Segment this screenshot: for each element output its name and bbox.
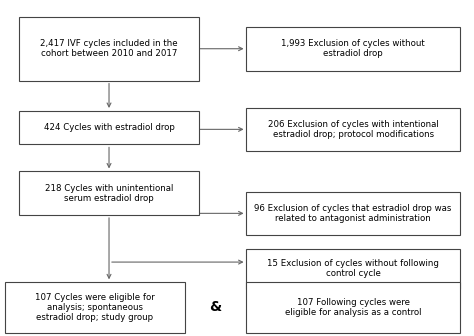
FancyBboxPatch shape: [246, 249, 460, 289]
Text: 96 Exclusion of cycles that estradiol drop was
related to antagonist administrat: 96 Exclusion of cycles that estradiol dr…: [255, 204, 452, 223]
FancyBboxPatch shape: [19, 17, 199, 81]
Text: 2,417 IVF cycles included in the
cohort between 2010 and 2017: 2,417 IVF cycles included in the cohort …: [40, 39, 178, 58]
FancyBboxPatch shape: [19, 111, 199, 144]
FancyBboxPatch shape: [246, 27, 460, 71]
Text: 1,993 Exclusion of cycles without
estradiol drop: 1,993 Exclusion of cycles without estrad…: [281, 39, 425, 58]
Text: &: &: [210, 300, 222, 314]
Text: 218 Cycles with unintentional
serum estradiol drop: 218 Cycles with unintentional serum estr…: [45, 183, 173, 203]
Text: 206 Exclusion of cycles with intentional
estradiol drop; protocol modifications: 206 Exclusion of cycles with intentional…: [268, 120, 438, 139]
FancyBboxPatch shape: [246, 108, 460, 151]
FancyBboxPatch shape: [246, 282, 460, 333]
Text: 424 Cycles with estradiol drop: 424 Cycles with estradiol drop: [44, 123, 174, 132]
Text: 107 Following cycles were
eligible for analysis as a control: 107 Following cycles were eligible for a…: [285, 298, 421, 317]
Text: 15 Exclusion of cycles without following
control cycle: 15 Exclusion of cycles without following…: [267, 259, 439, 279]
FancyBboxPatch shape: [5, 282, 185, 333]
FancyBboxPatch shape: [19, 171, 199, 215]
Text: 107 Cycles were eligible for
analysis; spontaneous
estradiol drop; study group: 107 Cycles were eligible for analysis; s…: [35, 293, 155, 322]
FancyBboxPatch shape: [246, 192, 460, 235]
